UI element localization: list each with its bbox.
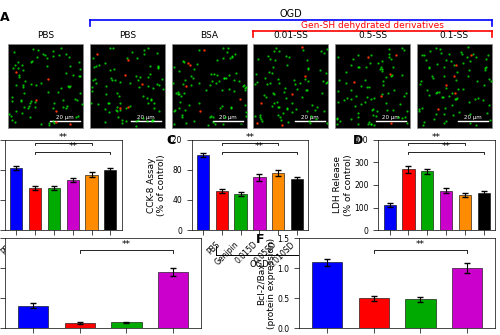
Text: **: ** — [68, 142, 77, 151]
Bar — [478, 193, 490, 230]
Bar — [421, 172, 434, 230]
Text: PBS: PBS — [38, 31, 54, 41]
Text: 20 μm: 20 μm — [464, 115, 482, 120]
Text: 20 μm: 20 μm — [219, 115, 237, 120]
Bar — [312, 262, 342, 328]
Text: **: ** — [122, 240, 131, 249]
Bar — [402, 169, 414, 230]
Y-axis label: CCK-8 Assay
(% of control): CCK-8 Assay (% of control) — [147, 154, 166, 216]
Text: **: ** — [442, 142, 450, 151]
Bar — [291, 179, 303, 230]
Text: **: ** — [255, 142, 264, 151]
Text: 0.01-SS: 0.01-SS — [274, 31, 308, 41]
Bar — [216, 191, 228, 230]
Y-axis label: Bcl-2/Bax
(protein expression): Bcl-2/Bax (protein expression) — [256, 238, 276, 329]
Bar — [86, 175, 98, 230]
Bar — [111, 322, 142, 328]
Text: D: D — [352, 134, 363, 147]
Text: **: ** — [246, 133, 254, 142]
Bar — [416, 44, 492, 128]
Bar — [29, 188, 41, 230]
Text: 20 μm: 20 μm — [300, 115, 318, 120]
Bar — [384, 205, 396, 230]
Text: C: C — [166, 134, 175, 147]
Bar — [254, 44, 328, 128]
Bar — [452, 268, 482, 328]
Bar — [172, 44, 246, 128]
Bar — [64, 323, 95, 328]
Bar — [234, 194, 246, 230]
Text: OGD: OGD — [280, 9, 302, 18]
Text: **: ** — [236, 124, 245, 133]
Text: **: ** — [50, 124, 58, 133]
Text: PBS: PBS — [119, 31, 136, 41]
Bar — [335, 44, 410, 128]
Bar — [358, 298, 389, 328]
Bar — [459, 195, 471, 230]
Bar — [197, 155, 209, 230]
Bar — [158, 272, 188, 328]
Bar — [18, 306, 48, 328]
Bar — [405, 299, 436, 328]
Text: 0.5-SS: 0.5-SS — [358, 31, 387, 41]
Text: 20 μm: 20 μm — [56, 115, 74, 120]
Bar — [48, 188, 60, 230]
Bar — [104, 170, 117, 230]
Text: **: ** — [416, 240, 425, 249]
Text: OGD: OGD — [250, 260, 269, 269]
Bar — [272, 173, 284, 230]
Text: 20 μm: 20 μm — [138, 115, 155, 120]
Text: 0.1-SS: 0.1-SS — [440, 31, 468, 41]
Text: **: ** — [432, 133, 441, 142]
Text: A: A — [0, 11, 10, 24]
Text: OGD: OGD — [63, 260, 82, 269]
Text: BSA: BSA — [200, 31, 218, 41]
Text: 20 μm: 20 μm — [382, 115, 400, 120]
Y-axis label: LDH Release
(% of control): LDH Release (% of control) — [333, 154, 352, 216]
Bar — [440, 191, 452, 230]
Bar — [10, 168, 22, 230]
Bar — [8, 44, 84, 128]
Text: **: ** — [59, 133, 68, 142]
Text: OGD: OGD — [436, 260, 456, 269]
Text: Gen-SH dehydrated derivatives: Gen-SH dehydrated derivatives — [301, 20, 444, 29]
Bar — [254, 178, 266, 230]
Bar — [90, 44, 165, 128]
Text: F: F — [256, 233, 264, 246]
Bar — [66, 180, 79, 230]
